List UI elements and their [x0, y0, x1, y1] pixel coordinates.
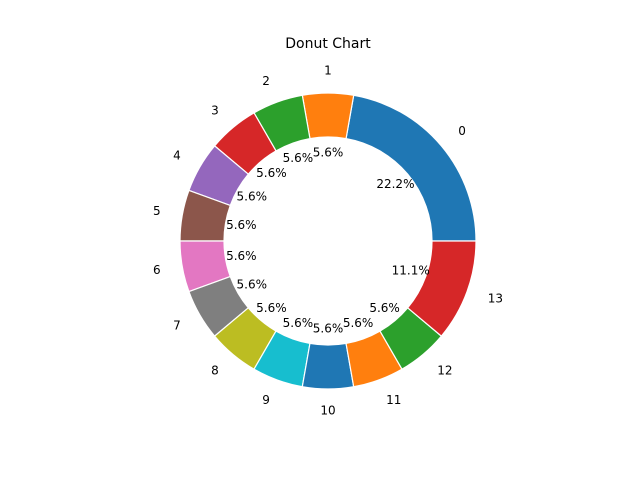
slice-10 [301, 342, 355, 390]
percent-label-13: 11.1% [392, 264, 430, 278]
slice-13 [406, 240, 477, 337]
slice-0 [345, 94, 477, 242]
percent-label-6: 5.6% [226, 249, 257, 263]
percent-label-8: 5.6% [256, 301, 287, 315]
percent-label-3: 5.6% [256, 166, 287, 180]
slice-1 [301, 92, 355, 140]
percent-labels-group: 22.2%5.6%5.6%5.6%5.6%5.6%5.6%5.6%5.6%5.6… [226, 146, 430, 336]
category-label-12: 12 [437, 364, 452, 378]
percent-label-9: 5.6% [283, 316, 314, 330]
category-label-5: 5 [153, 204, 161, 218]
percent-label-4: 5.6% [237, 190, 268, 204]
category-label-9: 9 [262, 393, 270, 407]
percent-label-2: 5.6% [283, 151, 314, 165]
percent-label-11: 5.6% [343, 316, 374, 330]
category-label-10: 10 [320, 404, 335, 418]
percent-label-0: 22.2% [376, 177, 414, 191]
percent-label-1: 5.6% [313, 146, 344, 160]
percent-label-10: 5.6% [313, 322, 344, 336]
category-label-7: 7 [173, 319, 181, 333]
category-label-3: 3 [211, 103, 219, 117]
slices-group [179, 92, 477, 390]
percent-label-12: 5.6% [369, 301, 400, 315]
category-label-6: 6 [153, 263, 161, 277]
percent-label-7: 5.6% [237, 278, 268, 292]
category-label-4: 4 [173, 149, 181, 163]
category-label-0: 0 [458, 124, 466, 138]
category-label-2: 2 [262, 74, 270, 88]
category-label-1: 1 [324, 64, 332, 78]
category-label-13: 13 [488, 292, 503, 306]
percent-label-5: 5.6% [226, 218, 257, 232]
chart-title: Donut Chart [285, 36, 371, 52]
category-label-8: 8 [211, 364, 219, 378]
category-label-11: 11 [386, 393, 401, 407]
